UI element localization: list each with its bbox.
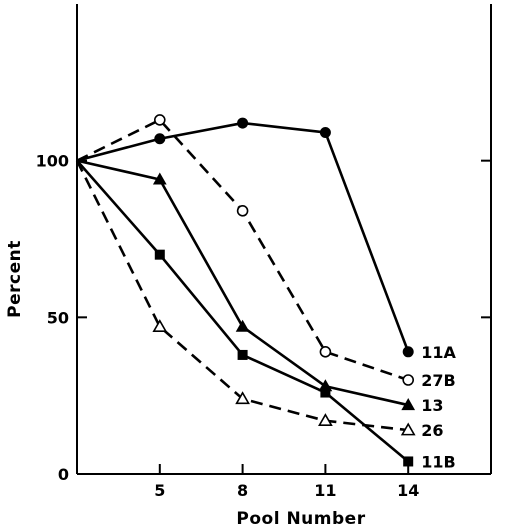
data-point-26: [400, 422, 416, 436]
series-line-13: [76, 159, 409, 407]
legend-label-11a: 11A: [421, 343, 456, 362]
y-tick-label: 100: [36, 152, 69, 171]
x-tick-label: 14: [397, 481, 419, 500]
data-point-11a: [319, 126, 331, 138]
data-point-11a: [154, 133, 166, 145]
data-point-11b: [320, 387, 331, 398]
data-point-11b: [237, 349, 248, 360]
legend-label-27b: 27B: [421, 371, 455, 390]
y-tick-label: 0: [58, 465, 69, 484]
data-point-27b: [236, 205, 249, 217]
data-point-11a: [237, 117, 249, 129]
legend-label-13: 13: [421, 396, 443, 415]
data-point-26: [318, 413, 333, 427]
x-axis-label: Pool Number: [236, 509, 365, 529]
data-point-27b: [154, 114, 166, 126]
x-tick-label: 8: [237, 481, 248, 500]
data-point-13: [235, 319, 250, 332]
series-line-11a: [76, 121, 410, 353]
legend-label-11b: 11B: [421, 452, 455, 471]
data-point-13: [401, 398, 416, 411]
plot-frame: [76, 4, 492, 475]
legend-label-26: 26: [421, 421, 443, 440]
data-point-26: [152, 319, 168, 333]
series-line-27b: [76, 118, 409, 382]
y-axis-label: Percent: [5, 240, 25, 318]
series-lines: [75, 118, 410, 463]
data-point-11a: [402, 346, 414, 358]
data-point-11b: [154, 249, 165, 260]
series-line-26: [75, 160, 409, 432]
series-markers: [152, 114, 416, 467]
data-point-11b: [403, 456, 414, 467]
chart-labels: 0 50 100 5 8 11 14 Pool Number Percent 11A 27B 13 26…: [5, 152, 456, 529]
data-point-26: [235, 391, 250, 405]
y-tick-label: 50: [47, 308, 69, 327]
x-tick-label: 11: [314, 481, 336, 500]
data-point-13: [152, 172, 167, 185]
data-point-27b: [402, 374, 415, 386]
x-tick-label: 5: [154, 481, 165, 500]
data-point-27b: [319, 345, 332, 358]
